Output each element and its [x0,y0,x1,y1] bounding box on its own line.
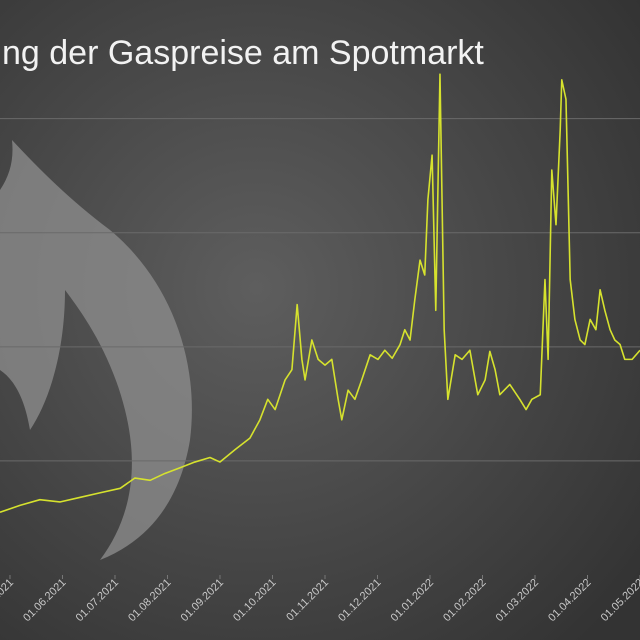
flame-icon [0,140,192,560]
chart-title: ng der Gaspreise am Spotmarkt [2,34,484,72]
price-line [0,73,640,514]
